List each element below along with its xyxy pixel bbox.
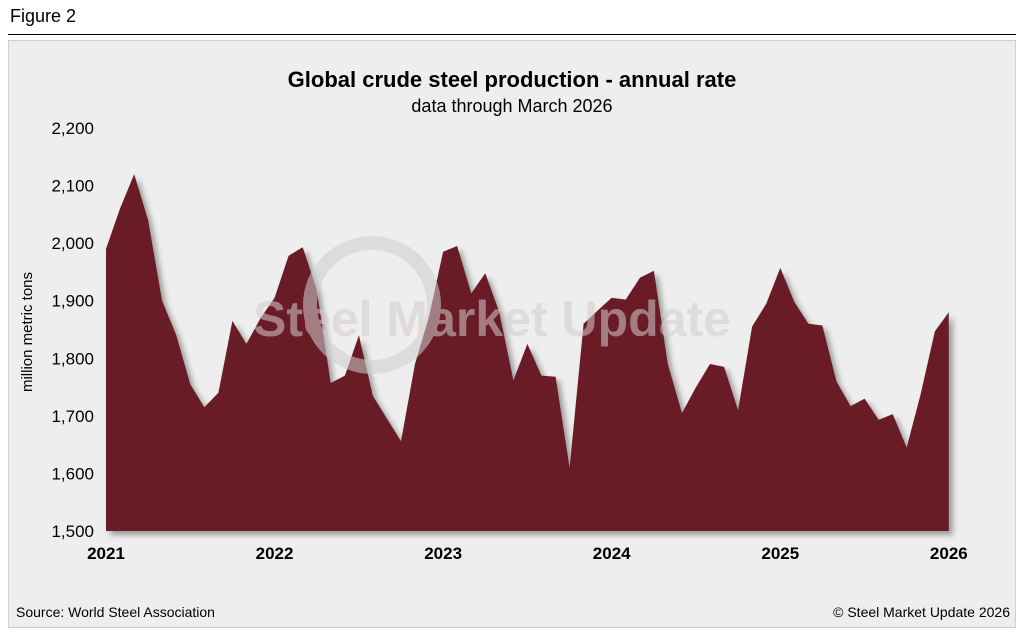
y-axis-ticks: 1,500 1,600 1,700 1,800 1,900 2,000 2,100 2,200 [51,119,94,541]
source-note: Source: World Steel Association [16,604,215,620]
y-tick-label: 1,500 [51,522,94,541]
y-tick-label: 1,900 [51,292,94,311]
copyright-note: © Steel Market Update 2026 [833,604,1010,620]
x-tick-label: 2025 [761,544,799,563]
y-tick-label: 1,600 [51,464,94,483]
figure-divider [8,34,1016,35]
chart-subtitle: data through March 2026 [411,96,612,116]
chart-title: Global crude steel production - annual r… [288,67,737,92]
x-tick-label: 2026 [930,544,968,563]
x-tick-label: 2023 [424,544,462,563]
y-tick-label: 1,800 [51,349,94,368]
series-area [106,174,949,531]
x-axis-ticks: 2021 2022 2023 2024 2025 2026 [87,544,968,563]
x-tick-label: 2024 [593,544,631,563]
y-tick-label: 1,700 [51,407,94,426]
watermark-logo-ring [303,236,441,374]
x-tick-label: 2022 [256,544,294,563]
y-axis-label: million metric tons [19,272,36,392]
watermark: Steel Market Update [253,236,731,374]
y-tick-label: 2,200 [51,119,94,138]
y-tick-label: 2,000 [51,234,94,253]
x-tick-label: 2021 [87,544,125,563]
watermark-text: Steel Market Update [253,291,731,347]
figure-label: Figure 2 [10,6,77,26]
y-tick-label: 2,100 [51,177,94,196]
